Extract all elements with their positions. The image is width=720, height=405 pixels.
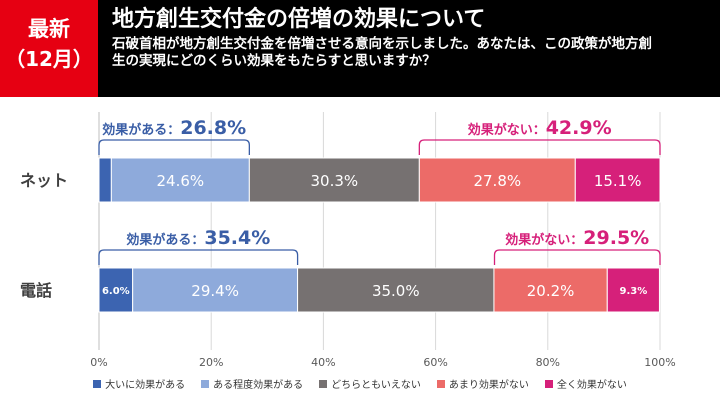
legend-swatch: [319, 379, 328, 388]
not_effective-bracket: [418, 139, 661, 155]
legend-item: 全く効果がない: [544, 376, 627, 391]
x-tick-label: 0%: [90, 356, 107, 369]
not_effective-annotation: 効果がない：29.5%: [505, 227, 649, 249]
data-label: 15.1%: [594, 172, 642, 190]
data-label: 24.6%: [157, 172, 205, 190]
annotation-label: 効果がない：: [505, 232, 583, 248]
legend-swatch: [201, 379, 210, 388]
bar-segment: [574, 157, 661, 203]
legend-item: どちらともいえない: [319, 376, 421, 391]
latest-badge: 最新 （12月）: [0, 0, 98, 97]
bar-segment: [606, 267, 660, 313]
legend-swatch: [436, 379, 445, 388]
annotation-value: 35.4%: [204, 227, 270, 249]
legend-item: 大いに効果がある: [93, 376, 185, 391]
legend-item: ある程度効果がある: [201, 376, 303, 391]
data-label: 29.4%: [191, 282, 239, 300]
annotation-value: 26.8%: [180, 117, 246, 139]
legend-label: どちらともいえない: [331, 380, 421, 391]
effective-annotation: 効果がある：26.8%: [102, 117, 246, 139]
data-label: 6.0%: [102, 286, 130, 297]
page-title: 地方創生交付金の倍増の効果について: [112, 7, 486, 32]
not_effective-bracket: [493, 249, 661, 265]
x-tick-label: 60%: [423, 356, 447, 369]
effective-annotation: 効果がある：35.4%: [126, 227, 270, 249]
category-label: ネット: [20, 171, 68, 190]
chart-legend: 大いに効果がある ある程度効果がある どちらともいえない あまり効果がない 全く効果がな…: [0, 376, 720, 396]
badge-latest-text: 最新: [28, 17, 70, 41]
bar-segment: [297, 267, 495, 313]
x-tick-label: 20%: [199, 356, 223, 369]
data-label: 27.8%: [473, 172, 521, 190]
bar-segment: [493, 267, 608, 313]
header-bar: 最新 （12月） 地方創生交付金の倍増の効果について 石破首相が地方創生交付金を…: [0, 0, 720, 97]
x-tick-label: 80%: [536, 356, 560, 369]
bar-segment: [98, 157, 112, 203]
x-tick-label: 100%: [644, 356, 675, 369]
annotation-value: 42.9%: [546, 117, 612, 139]
bar-segment: [110, 157, 250, 203]
x-tick-label: 40%: [311, 356, 335, 369]
data-label: 20.2%: [527, 282, 575, 300]
annotation-label: 効果がない：: [468, 122, 546, 138]
not_effective-annotation: 効果がない：42.9%: [468, 117, 612, 139]
legend-label: ある程度効果がある: [213, 380, 304, 391]
badge-month-text: （12月）: [5, 47, 93, 71]
legend-label: 大いに効果がある: [105, 380, 186, 391]
data-label: 9.3%: [619, 286, 647, 297]
legend-swatch: [544, 379, 553, 388]
data-label: 35.0%: [372, 282, 420, 300]
annotation-label: 効果がある：: [126, 232, 204, 248]
legend-item: あまり効果がない: [436, 376, 529, 391]
legend-label: 全く効果がない: [556, 380, 627, 391]
survey-question: 石破首相が地方創生交付金を倍増させる意向を示しました。あなたは、この政策が地方創…: [112, 36, 652, 69]
annotation-value: 29.5%: [583, 227, 649, 249]
legend-label: あまり効果がない: [448, 380, 529, 391]
data-label: 30.3%: [311, 172, 359, 190]
category-label: 電話: [20, 281, 52, 300]
annotation-label: 効果がある：: [102, 122, 180, 138]
legend-swatch: [93, 379, 102, 388]
effective-bracket: [98, 249, 299, 265]
bar-segment: [98, 267, 134, 313]
bar-segment: [248, 157, 420, 203]
effective-bracket: [98, 139, 250, 155]
